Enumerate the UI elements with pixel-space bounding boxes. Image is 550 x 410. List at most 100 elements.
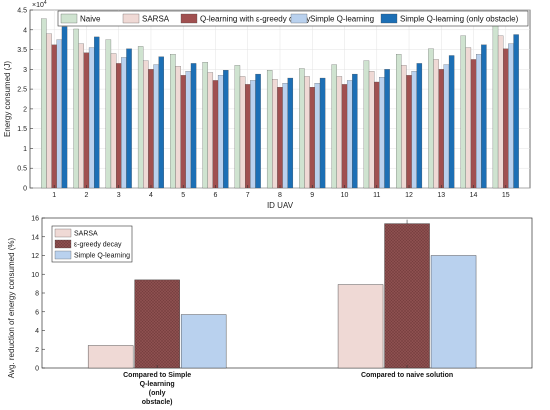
- bar: [396, 54, 402, 189]
- bar: [465, 47, 472, 189]
- x-tick-label: 15: [502, 192, 510, 199]
- x-axis-label: ID UAV: [267, 201, 294, 210]
- bar: [319, 77, 326, 189]
- legend-label: Simple Q-learning: [74, 253, 130, 260]
- bar: [41, 18, 47, 189]
- bar: [158, 56, 164, 189]
- x-tick-label: obstacle): [142, 399, 173, 406]
- x-tick-label: 14: [470, 192, 478, 199]
- bar: [266, 69, 273, 189]
- bar: [433, 59, 439, 189]
- bar: [134, 279, 180, 369]
- bar: [255, 73, 261, 189]
- bar: [170, 54, 176, 189]
- bar: [331, 64, 337, 189]
- legend-label: Q-learning with ε-greedy decay: [200, 15, 310, 24]
- bar: [245, 84, 251, 189]
- bar: [78, 43, 84, 189]
- bar: [272, 79, 278, 189]
- bar: [56, 39, 63, 189]
- bar: [368, 71, 375, 189]
- x-tick-label: 10: [341, 192, 349, 199]
- y-tick-label: 3.5: [17, 47, 27, 54]
- bar: [384, 223, 430, 369]
- bar: [374, 81, 380, 189]
- bar: [503, 48, 509, 189]
- legend-swatch: [290, 13, 308, 24]
- bar: [202, 62, 208, 189]
- bar: [416, 63, 423, 189]
- y-tick-label: 2.5: [17, 87, 27, 94]
- legend-label: Naive: [80, 15, 101, 24]
- y-axis-label: Avg. reduction of energy consumed (%): [7, 237, 16, 378]
- bar: [137, 46, 144, 189]
- x-tick-label: 7: [246, 192, 250, 199]
- x-tick-label: Q-learning: [140, 381, 175, 388]
- bar: [363, 60, 370, 189]
- y-tick-label: 12: [31, 253, 39, 260]
- bar: [428, 48, 434, 189]
- bar: [476, 54, 482, 189]
- bar: [314, 83, 321, 189]
- bar: [94, 36, 100, 189]
- legend-swatch: [54, 250, 72, 260]
- x-tick-label: 13: [437, 192, 445, 199]
- bar: [180, 314, 227, 369]
- bar: [384, 69, 390, 189]
- exponent-label: ×104: [32, 0, 47, 9]
- legend-label: Simple Q-learning: [310, 15, 374, 24]
- y-tick-label: 0.5: [17, 166, 27, 173]
- y-axis-label: Energy consumed (J): [3, 61, 12, 137]
- bar: [411, 71, 417, 189]
- bar: [207, 72, 214, 189]
- bar: [73, 28, 79, 189]
- legend-swatch: [380, 13, 398, 24]
- x-tick-label: 1: [52, 192, 56, 199]
- bar: [287, 77, 294, 189]
- bar: [105, 39, 112, 189]
- bar: [337, 284, 384, 369]
- bar: [336, 76, 343, 189]
- bar: [299, 68, 305, 189]
- energy-consumed-chart: 00.511.522.533.544.5 1 2 3 4 5 6 7 8 9 10 11 12 13 14…: [3, 0, 531, 210]
- x-tick-label: Compared to Simple: [123, 372, 191, 379]
- bar: [282, 83, 288, 189]
- y-tick-label: 0: [35, 366, 39, 373]
- bar: [304, 76, 310, 189]
- bar: [346, 80, 353, 189]
- bar: [217, 75, 224, 189]
- bar: [481, 44, 487, 189]
- y-tick-label: 4.5: [17, 8, 27, 15]
- y-tick-label: 6: [35, 309, 39, 316]
- bar: [448, 55, 455, 189]
- y-tick-label: 3: [23, 67, 27, 74]
- legend-label: Simple Q-learning (only obstacle): [400, 15, 519, 24]
- bar: [212, 80, 219, 189]
- bar: [121, 57, 127, 189]
- x-tick-label: 5: [181, 192, 185, 199]
- bar: [513, 34, 519, 189]
- bar: [190, 63, 197, 189]
- x-tick-label: 11: [373, 192, 380, 199]
- bar: [438, 69, 444, 189]
- x-tick-label: 9: [310, 192, 314, 199]
- legend-swatch: [60, 13, 78, 24]
- bar: [239, 76, 246, 189]
- bar: [61, 26, 68, 189]
- y-tick-label: 1.5: [17, 126, 27, 133]
- exponent-power: 4: [44, 0, 47, 6]
- x-tick-label: 2: [84, 192, 88, 199]
- y-tick-label: 2: [35, 347, 39, 354]
- y-tick-label: 2: [23, 106, 27, 113]
- y-tick-label: 1: [23, 146, 27, 153]
- bar: [110, 53, 117, 189]
- bar: [88, 47, 95, 189]
- bar: [234, 65, 241, 189]
- y-tick-label: 4: [35, 328, 39, 335]
- bar: [309, 87, 315, 189]
- bar: [430, 255, 477, 369]
- y-tick-label: 16: [31, 216, 39, 223]
- bar: [223, 69, 229, 189]
- y-tick-label: 14: [31, 234, 39, 241]
